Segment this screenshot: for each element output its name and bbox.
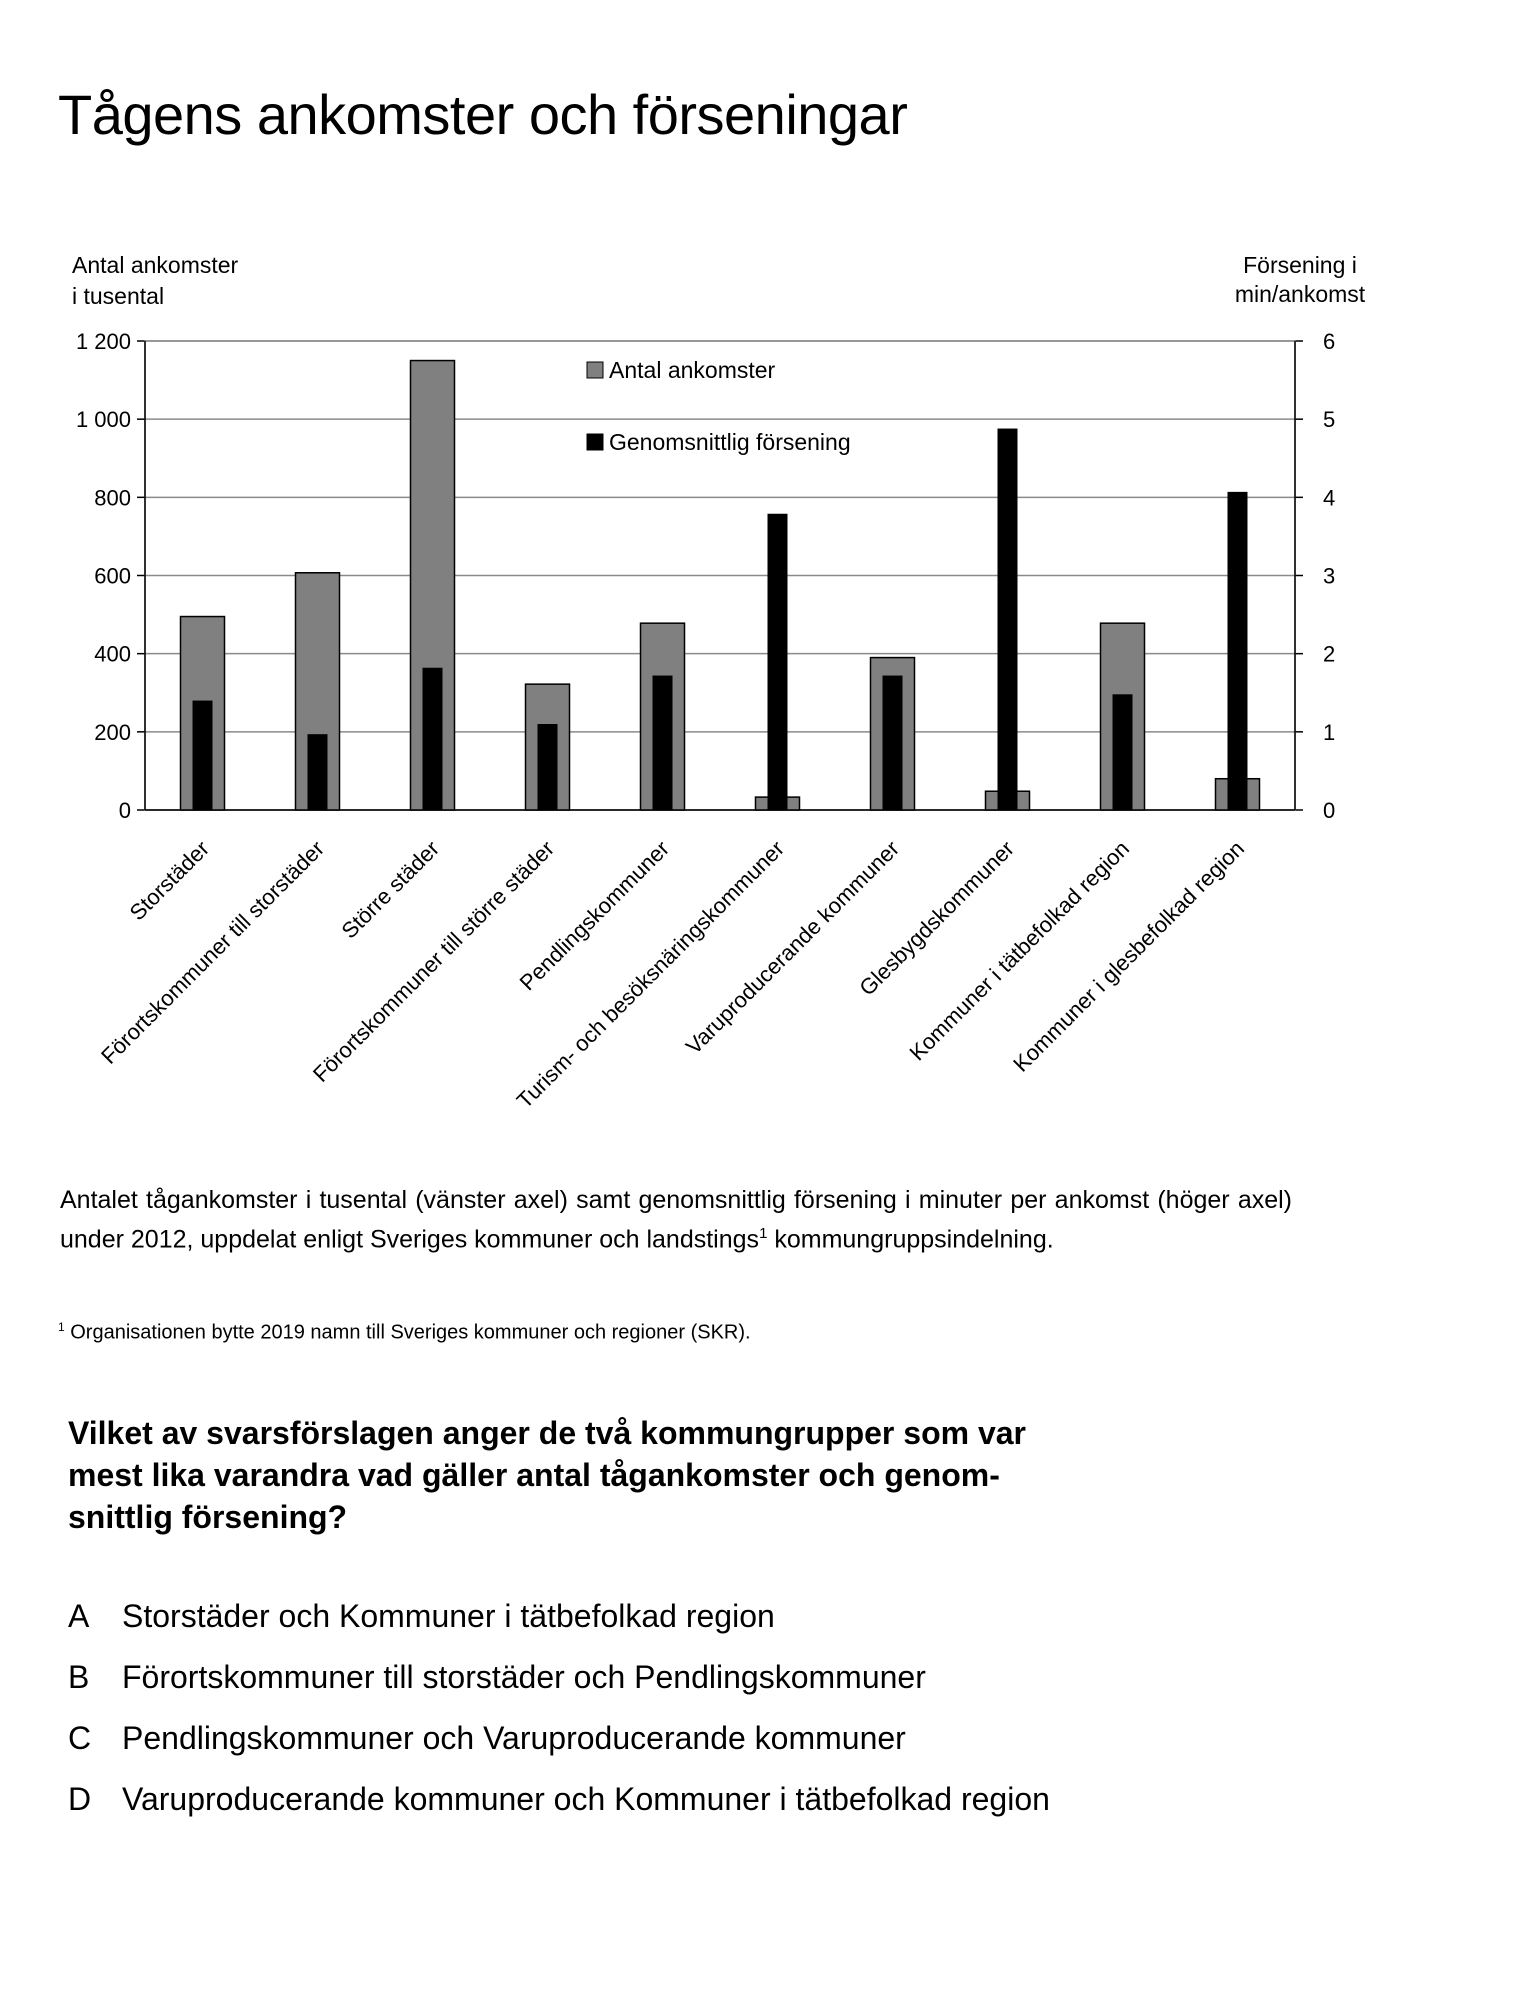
bar-genomsnittlig-forsening: [997, 428, 1018, 810]
y2-tick-label: 0: [1323, 798, 1335, 823]
bar-genomsnittlig-forsening: [1227, 491, 1248, 810]
x-tick-label: Varuproducerande kommuner: [681, 836, 904, 1059]
x-tick-label: Kommuner i glesbefolkad region: [1008, 836, 1249, 1077]
option-letter: C: [68, 1720, 92, 1756]
option-text: Pendlingskommuner och Varuproducerande k…: [122, 1720, 906, 1756]
footnote: 1 Organisationen bytte 2019 namn till Sv…: [58, 1320, 751, 1345]
y2-axis-label: Försening i: [1243, 252, 1357, 278]
y-tick-label: 600: [94, 564, 131, 589]
caption-text-end: kommungruppsindelning.: [767, 1225, 1054, 1254]
bar-genomsnittlig-forsening: [422, 667, 443, 810]
x-tick-label: Förortskommuner till storstäder: [96, 836, 329, 1069]
option-letter: B: [68, 1659, 90, 1695]
y2-tick-label: 3: [1323, 564, 1335, 589]
option-text: Storstäder och Kommuner i tätbefolkad re…: [122, 1598, 775, 1634]
y-tick-label: 0: [119, 798, 131, 823]
x-tick-label: Storstäder: [125, 836, 214, 925]
bar-genomsnittlig-forsening: [192, 700, 213, 810]
bar-genomsnittlig-forsening: [882, 675, 903, 810]
y2-tick-label: 6: [1323, 329, 1335, 354]
chart-caption: Antalet tågankomster i tusental (vänster…: [60, 1183, 1292, 1256]
y-tick-label: 1 000: [76, 407, 131, 432]
y-axis-label: i tusental: [72, 283, 164, 309]
page-title: Tågens ankomster och förseningar: [58, 83, 908, 146]
y-tick-label: 800: [94, 485, 131, 510]
legend-swatch: [586, 361, 604, 379]
bar-genomsnittlig-forsening: [1112, 694, 1133, 810]
footnote-text: Organisationen bytte 2019 namn till Sver…: [64, 1321, 751, 1344]
footnote-marker: 1: [58, 1320, 65, 1334]
bar-genomsnittlig-forsening: [307, 734, 328, 810]
option-c[interactable]: C Pendlingskommuner och Varuproducerande…: [68, 1718, 1168, 1758]
y2-tick-label: 1: [1323, 720, 1335, 745]
legend-label: Genomsnittlig försening: [609, 429, 851, 455]
caption-footnote-marker: 1: [759, 1225, 768, 1242]
y-axis-label: Antal ankomster: [72, 252, 239, 278]
option-letter: D: [68, 1781, 92, 1817]
option-a[interactable]: A Storstäder och Kommuner i tätbefolkad …: [68, 1596, 1168, 1636]
bar-genomsnittlig-forsening: [767, 513, 788, 810]
legend-swatch: [586, 433, 604, 451]
bar-genomsnittlig-forsening: [537, 724, 558, 810]
question-text: Vilket av svarsförslagen anger de två ko…: [68, 1415, 1026, 1535]
option-text: Varuproducerande kommuner och Kommuner i…: [122, 1781, 1050, 1817]
y2-axis-label: min/ankomst: [1235, 281, 1366, 307]
x-tick-label: Kommuner i tätbefolkad region: [904, 836, 1134, 1066]
y-tick-label: 200: [94, 720, 131, 745]
y2-tick-label: 5: [1323, 407, 1335, 432]
option-letter: A: [68, 1598, 90, 1634]
y-tick-label: 1 200: [76, 329, 131, 354]
answer-options: A Storstäder och Kommuner i tätbefolkad …: [68, 1596, 1168, 1840]
option-d[interactable]: D Varuproducerande kommuner och Kommuner…: [68, 1779, 1168, 1819]
x-tick-label: Förortskommuner till större städer: [308, 836, 559, 1087]
option-text: Förortskommuner till storstäder och Pend…: [122, 1659, 926, 1695]
option-b[interactable]: B Förortskommuner till storstäder och Pe…: [68, 1657, 1168, 1697]
y-tick-label: 400: [94, 642, 131, 667]
dual-axis-bar-chart: 0 200 400 600 800 1 000 1 200 0 1 2 3 4 5 6 Antal anko…: [72, 252, 1366, 1113]
bar-genomsnittlig-forsening: [652, 675, 673, 810]
caption-text: Antalet tågankomster i tusental (vänster…: [60, 1186, 1292, 1254]
legend-label: Antal ankomster: [609, 357, 776, 383]
x-tick-label: Större städer: [336, 836, 444, 944]
y2-tick-label: 4: [1323, 485, 1335, 510]
y2-tick-label: 2: [1323, 642, 1335, 667]
